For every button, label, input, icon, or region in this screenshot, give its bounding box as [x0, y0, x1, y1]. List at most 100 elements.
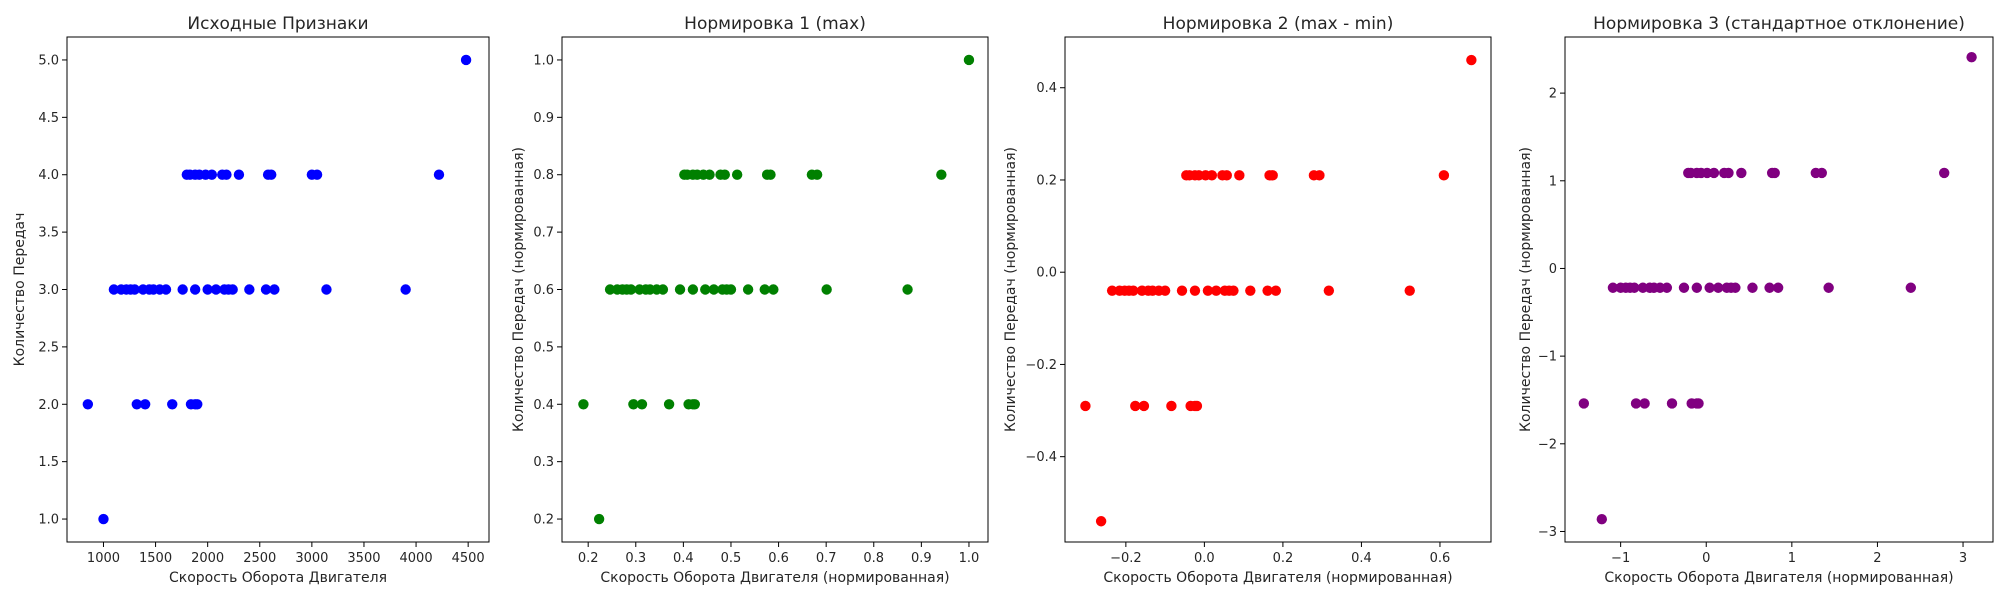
subplot-1-xtick-label: 1000 — [87, 551, 120, 566]
subplot-1-point — [82, 399, 94, 410]
subplot-2-xtick-label: 0.7 — [816, 551, 837, 566]
subplot-4-point — [1578, 398, 1590, 409]
subplot-2-ytick-label: 1.0 — [533, 53, 554, 68]
subplot-3-point — [1138, 400, 1150, 412]
subplot-3-point — [1438, 170, 1450, 181]
subplot-2-point — [687, 284, 699, 295]
subplot-1-point — [400, 284, 411, 295]
subplot-2-ytick-label: 0.5 — [533, 340, 554, 355]
subplot-3-ytick-label: −0.2 — [1025, 358, 1057, 373]
subplot-3-point — [1166, 400, 1177, 412]
subplot-4-point — [1691, 282, 1703, 293]
subplot-1-point — [433, 169, 445, 180]
subplot-3-point — [1210, 285, 1222, 296]
subplot-1-point — [202, 284, 213, 295]
subplot-3-point — [1128, 285, 1139, 296]
subplot-2-ylabel: Количество Передач (нормированная) — [511, 147, 527, 432]
subplot-1-xtick-label: 1500 — [139, 551, 172, 566]
subplot-2-point — [674, 284, 686, 295]
subplot-3-ytick-label: 0.2 — [1036, 173, 1057, 188]
subplot-4-point — [1730, 282, 1741, 293]
subplot-3-point — [1159, 285, 1171, 296]
subplot-4-ytick-label: −2 — [1538, 437, 1557, 452]
subplot-4-point — [1708, 167, 1720, 179]
subplot-3-point — [1404, 285, 1415, 296]
subplot-2-point — [759, 284, 770, 295]
subplot-4-xtick-label: 1 — [1788, 551, 1796, 566]
subplot-4-point — [1736, 167, 1747, 179]
subplot-3-frame — [1064, 36, 1492, 543]
subplot-3-point — [1228, 285, 1239, 296]
subplot-3-xtick-label: −0.2 — [1110, 551, 1142, 566]
subplot-2-ytick-label: 0.4 — [533, 398, 554, 413]
subplot-3-point — [1270, 285, 1282, 296]
subplot-3-point — [1466, 54, 1477, 66]
subplot-2-xtick-label: 1.0 — [959, 551, 980, 566]
subplot-3-point — [1206, 170, 1218, 181]
subplot-4-point — [1693, 398, 1704, 409]
subplot-3-xtick-label: 0.6 — [1430, 551, 1451, 566]
subplot-1-point — [189, 284, 201, 295]
subplot-1-point — [227, 284, 238, 295]
subplot-4-ytick-label: −1 — [1538, 350, 1557, 365]
subplot-2-point — [708, 284, 720, 295]
subplot-1-xtick-label: 2000 — [191, 551, 224, 566]
subplot-4-point — [1678, 282, 1690, 293]
subplot-1-point — [244, 284, 255, 295]
subplot-3-point — [1262, 285, 1273, 296]
subplot-1-xtick-label: 4500 — [452, 551, 485, 566]
subplot-4-point — [1713, 282, 1724, 293]
subplot-2-point — [731, 169, 743, 180]
subplot-2-xlabel: Скорость Оборота Двигателя (нормированна… — [600, 570, 949, 586]
subplot-3-ytick-label: −0.4 — [1025, 450, 1057, 465]
subplot-2-point — [657, 284, 669, 295]
subplot-3-xtick-label: 0.0 — [1194, 551, 1215, 566]
subplot-4-point — [1966, 51, 1977, 63]
subplot-2-point — [821, 284, 832, 295]
subplot-3-ytick-label: 0.4 — [1036, 81, 1057, 96]
subplot-1-xtick-label: 3000 — [295, 551, 328, 566]
subplot-2-point — [604, 284, 616, 295]
subplot-1-frame — [66, 36, 490, 543]
subplot-3-xtick-label: 0.2 — [1273, 551, 1294, 566]
subplot-4: Нормировка 3 (стандартное отклонение) −1… — [1518, 14, 1994, 586]
subplot-4-point — [1607, 282, 1619, 293]
subplot-3-xlabel: Скорость Оборота Двигателя (нормированна… — [1103, 570, 1452, 586]
subplot-4-point — [1704, 282, 1715, 293]
subplot-1-point — [98, 513, 109, 525]
subplot-3-point — [1221, 170, 1232, 181]
subplot-4-ylabel: Количество Передач (нормированная) — [1518, 147, 1534, 432]
subplot-4-xtick-label: 2 — [1873, 551, 1881, 566]
subplot-1-point — [139, 399, 151, 410]
subplot-3-point — [1191, 400, 1203, 412]
subplot-3-point — [1095, 516, 1107, 527]
subplot-1-ytick-label: 2.5 — [38, 340, 59, 355]
subplot-4-ytick-label: 1 — [1549, 174, 1557, 189]
subplot-3-point — [1130, 400, 1141, 412]
subplot-1-point — [210, 284, 222, 295]
subplot-3-xtick-label: 0.4 — [1351, 551, 1372, 566]
subplot-4-point — [1816, 167, 1828, 179]
subplot-3-point — [1245, 285, 1256, 296]
subplot-4-point — [1772, 282, 1784, 293]
subplot-2-point — [936, 169, 947, 180]
subplot-4-ytick-label: 0 — [1549, 262, 1557, 277]
subplot-3-point — [1106, 285, 1118, 296]
subplot-4-point — [1905, 282, 1917, 293]
subplot-4-point — [1939, 167, 1950, 179]
subplot-1-xtick-label: 2500 — [243, 551, 276, 566]
subplot-4-xtick-label: 3 — [1959, 551, 1967, 566]
subplot-2-xtick-label: 0.5 — [721, 551, 742, 566]
subplot-3-point — [1234, 170, 1245, 181]
subplot-3-point — [1202, 285, 1214, 296]
subplot-4-point — [1596, 514, 1608, 525]
subplot-2-point — [593, 513, 605, 525]
subplot-2-point — [719, 169, 730, 180]
subplot-4-point — [1661, 282, 1673, 293]
subplot-1-point — [321, 284, 332, 295]
subplot-2-ytick-label: 0.9 — [533, 111, 554, 126]
subplot-4-ytick-label: 2 — [1549, 87, 1557, 102]
subplot-2-point — [689, 399, 700, 410]
subplot-2-point — [811, 169, 823, 180]
subplot-1-title: Исходные Признаки — [187, 14, 368, 34]
